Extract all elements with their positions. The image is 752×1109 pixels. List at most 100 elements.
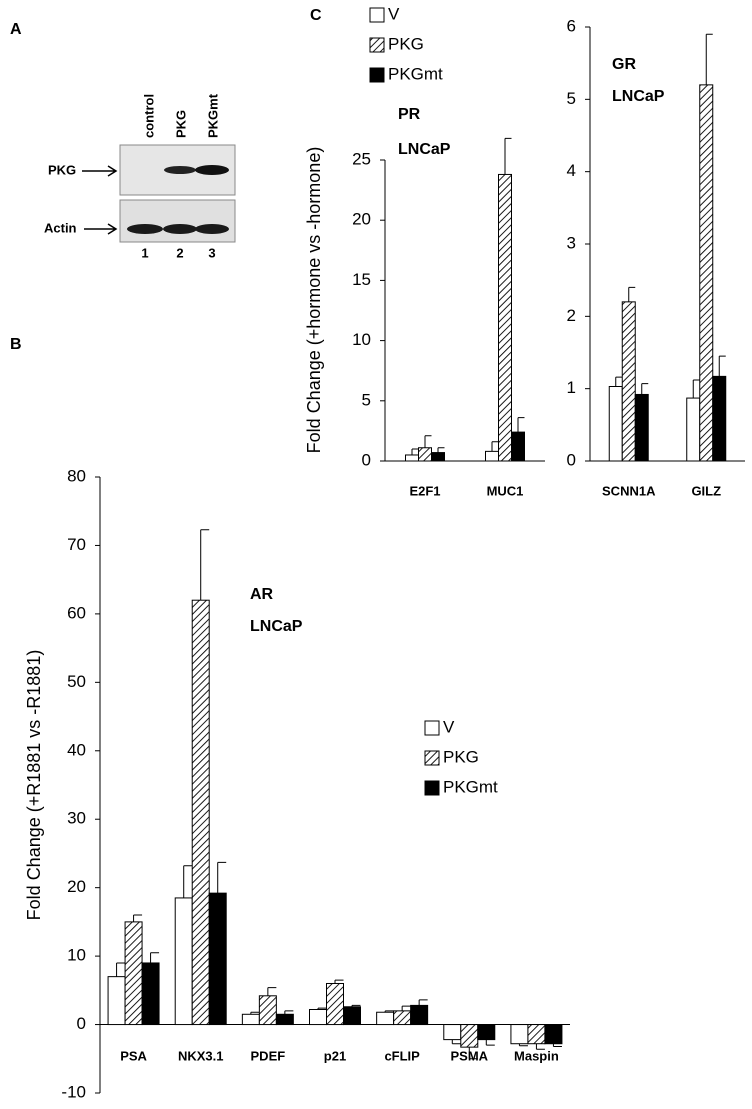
y-tick-label: 60: [67, 603, 86, 622]
bar: [405, 454, 419, 462]
lane-label: control: [141, 94, 156, 138]
band: [195, 224, 229, 234]
bar: [191, 599, 210, 1026]
y-axis-label: Fold Change (+R1881 vs -R1881): [24, 650, 44, 921]
lane-number: 1: [141, 245, 148, 260]
lane-label: PKGmt: [205, 93, 220, 138]
bar: [431, 452, 445, 462]
bar: [608, 385, 623, 462]
bar: [477, 1024, 496, 1041]
y-tick-label: 40: [67, 740, 86, 759]
band: [163, 224, 197, 234]
annotation: AR: [250, 586, 274, 603]
x-tick-label: Maspin: [514, 1048, 559, 1063]
x-tick-label: SCNN1A: [602, 483, 656, 498]
error-bar: [517, 417, 525, 433]
annotation: LNCaP: [398, 141, 451, 158]
panel-letter: C: [310, 7, 322, 24]
arrow: [82, 165, 118, 235]
bar: [443, 1024, 462, 1041]
x-tick-label: MUC1: [487, 483, 524, 498]
error-bar: [491, 441, 499, 452]
error-bar: [351, 1004, 361, 1007]
annotation: PR: [398, 106, 421, 123]
error-bar: [437, 447, 445, 453]
y-tick-label: 10: [352, 330, 371, 349]
legend-swatch: [424, 780, 440, 796]
bar: [275, 1013, 294, 1026]
annotation: LNCaP: [250, 618, 303, 635]
legend-label: PKG: [443, 747, 479, 766]
bar: [544, 1024, 563, 1045]
x-tick-label: p21: [324, 1048, 346, 1063]
error-bar: [384, 1010, 394, 1013]
bar: [634, 393, 649, 462]
y-tick-label: 0: [77, 1014, 86, 1033]
error-bar: [411, 448, 419, 455]
bar: [410, 1004, 429, 1026]
x-tick-label: GILZ: [691, 483, 721, 498]
error-bar: [317, 1007, 327, 1010]
error-bar: [334, 979, 344, 984]
y-tick-label: 6: [567, 16, 576, 35]
y-tick-label: 25: [352, 149, 371, 168]
bar: [107, 976, 126, 1026]
error-bar: [518, 1043, 528, 1047]
y-tick-label: 1: [567, 378, 576, 397]
error-bar: [718, 355, 726, 377]
bar: [498, 173, 512, 462]
error-bar: [267, 987, 277, 996]
x-tick-label: PSA: [120, 1048, 147, 1063]
bar: [686, 397, 701, 462]
row-label: Actin: [44, 220, 77, 235]
y-tick-label: 2: [567, 306, 576, 325]
y-tick-label: 4: [567, 161, 576, 180]
y-tick-label: 0: [567, 450, 576, 469]
bar: [124, 921, 143, 1026]
blot-panel: [119, 199, 236, 243]
band: [195, 165, 229, 175]
bar: [485, 450, 499, 462]
error-bar: [552, 1043, 562, 1047]
y-tick-label: 5: [567, 89, 576, 108]
bar: [511, 431, 525, 462]
lane-number: 2: [176, 245, 183, 260]
bar: [393, 1010, 412, 1026]
annotation: LNCaP: [612, 88, 665, 105]
bar: [174, 897, 193, 1026]
legend-swatch: [369, 67, 385, 83]
y-tick-label: 50: [67, 672, 86, 691]
error-bar: [284, 1010, 294, 1015]
legend-label: PKG: [388, 34, 424, 53]
band: [164, 166, 196, 174]
x-tick-label: NKX3.1: [178, 1048, 224, 1063]
error-bar: [615, 376, 623, 387]
legend-swatch: [424, 750, 440, 766]
band: [127, 224, 163, 234]
lane-label: PKG: [173, 110, 188, 138]
error-bar: [150, 952, 160, 963]
y-axis-label: Fold Change (+hormone vs -hormone): [304, 147, 324, 454]
error-bar: [692, 379, 700, 399]
y-tick-label: 70: [67, 535, 86, 554]
row-label: PKG: [48, 162, 76, 177]
bar: [343, 1006, 361, 1026]
bar: [712, 375, 727, 462]
legend-swatch: [369, 37, 385, 53]
bar: [621, 301, 636, 462]
bar: [241, 1013, 260, 1026]
legend-label: PKGmt: [443, 777, 498, 796]
y-tick-label: 10: [67, 946, 86, 965]
x-tick-label: E2F1: [409, 483, 440, 498]
error-bar: [451, 1039, 461, 1045]
error-bar: [504, 137, 512, 175]
error-bar: [116, 962, 126, 977]
error-bar: [217, 861, 227, 894]
bar: [699, 84, 714, 462]
bar: [418, 447, 432, 462]
legend-label: V: [443, 717, 455, 736]
annotation: GR: [612, 56, 636, 73]
y-tick-label: 20: [67, 877, 86, 896]
y-tick-label: 3: [567, 233, 576, 252]
y-tick-label: 80: [67, 466, 86, 485]
